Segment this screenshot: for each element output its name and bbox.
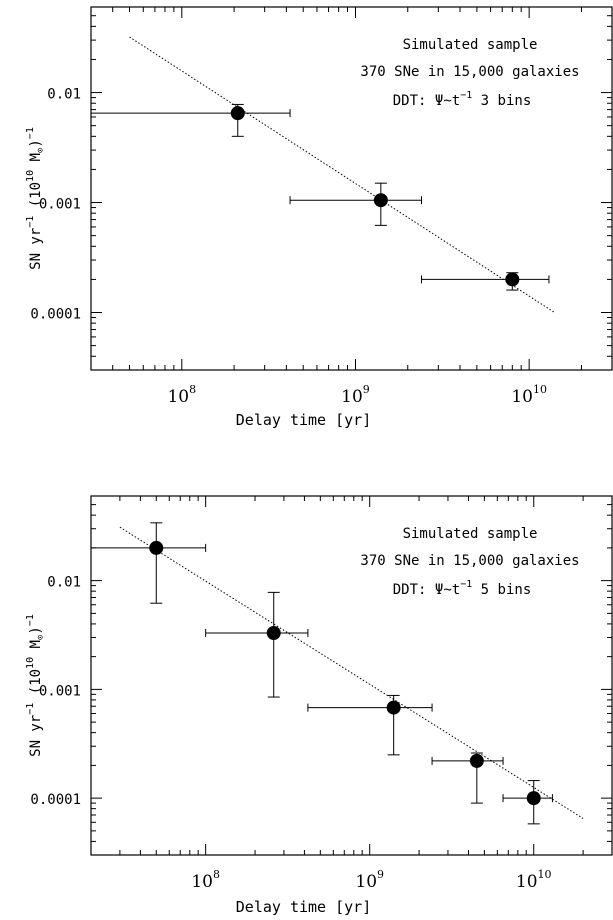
data-point-1	[90, 522, 207, 604]
data-marker	[149, 540, 164, 555]
data-marker	[266, 625, 281, 640]
annotation-line-1: Simulated sample	[403, 37, 538, 53]
annotation-line-2: 370 SNe in 15,000 galaxies	[360, 64, 579, 80]
data-marker	[386, 700, 401, 715]
x-axis-ticks	[90, 7, 613, 370]
data-marker	[505, 272, 520, 287]
annotation-line-3: DDT: Ψ~t−1 5 bins	[393, 579, 532, 598]
x-tick-label: 109	[341, 383, 370, 407]
y-tick-label: 0.001	[39, 197, 81, 213]
y-tick-label: 0.01	[47, 575, 81, 591]
data-point-1	[90, 103, 291, 137]
data-point-3	[421, 272, 550, 291]
fit-line	[129, 36, 555, 313]
annotation-line-1: Simulated sample	[403, 526, 538, 542]
y-tick-label: 0.01	[47, 87, 81, 103]
data-point-5	[502, 780, 553, 825]
fit-line	[119, 526, 584, 819]
chart-panel-2: 108 109 1010 0.01 0.001 0.0001 Delay time [yr]…	[25, 495, 613, 916]
x-axis-label: Delay time [yr]	[236, 411, 371, 429]
data-marker	[469, 753, 484, 768]
x-tick-label: 1010	[511, 383, 547, 407]
x-axis-label: Delay time [yr]	[236, 898, 371, 916]
y-tick-label: 0.0001	[30, 792, 81, 808]
data-point-2	[289, 182, 423, 226]
plot-frame	[90, 6, 613, 371]
y-tick-label: 0.001	[39, 683, 81, 699]
y-axis-label: SN yr−1 (1010 M⊙)−1	[25, 614, 46, 757]
x-tick-label: 1010	[516, 868, 552, 892]
chart-panel-1: 108 109 1010 0.01 0.001 0.0001 Delay time [yr]…	[25, 6, 613, 429]
y-axis-ticks	[91, 6, 612, 371]
plot-frame	[90, 495, 613, 856]
data-point-4	[431, 752, 504, 804]
y-tick-label: 0.0001	[30, 307, 81, 323]
annotation-line-3: DDT: Ψ~t−1 3 bins	[393, 90, 532, 109]
x-tick-label: 108	[167, 383, 196, 407]
annotation-line-2: 370 SNe in 15,000 galaxies	[360, 553, 579, 569]
x-tick-label: 108	[191, 868, 220, 892]
data-marker	[230, 106, 245, 121]
y-axis-label: SN yr−1 (1010 M⊙)−1	[25, 127, 46, 270]
data-point-3	[307, 694, 433, 756]
y-axis-ticks	[91, 495, 612, 856]
x-tick-label: 109	[355, 868, 384, 892]
data-marker	[373, 193, 388, 208]
x-axis-ticks	[90, 496, 613, 855]
data-point-2	[205, 591, 309, 698]
data-marker	[526, 791, 541, 806]
